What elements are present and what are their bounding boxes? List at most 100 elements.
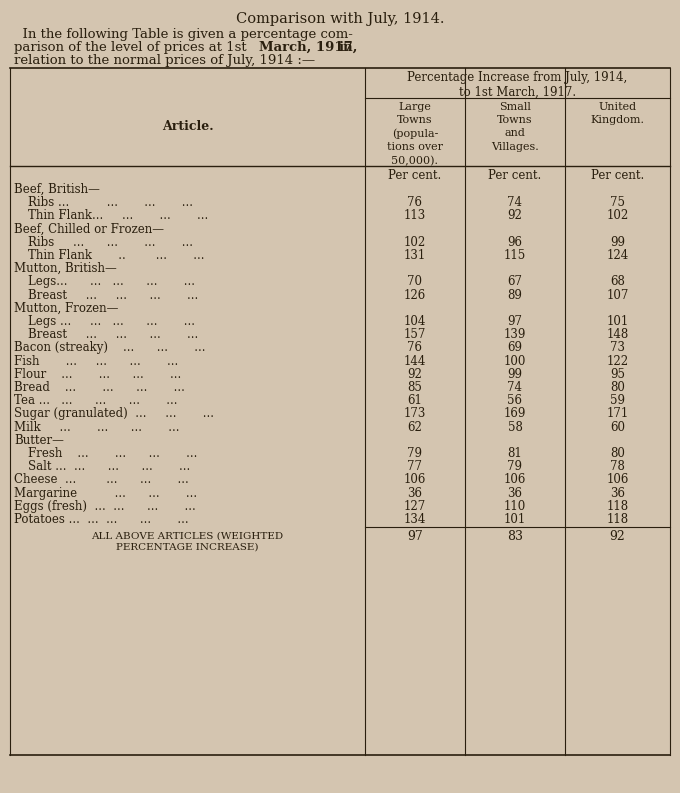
Text: 61: 61 [407,394,422,407]
Text: Mutton, Frozen—: Mutton, Frozen— [14,302,118,315]
Text: 95: 95 [610,368,625,381]
Text: Tea ...   ...      ...      ...       ...: Tea ... ... ... ... ... [14,394,177,407]
Text: 56: 56 [507,394,522,407]
Text: Thin Flank...     ...       ...       ...: Thin Flank... ... ... ... [28,209,208,222]
Text: 148: 148 [607,328,628,341]
Text: 157: 157 [404,328,426,341]
Text: 81: 81 [508,447,522,460]
Text: 74: 74 [507,196,522,209]
Text: Breast     ...     ...      ...       ...: Breast ... ... ... ... [28,289,199,301]
Text: Fresh    ...       ...      ...       ...: Fresh ... ... ... ... [28,447,197,460]
Text: 58: 58 [507,420,522,434]
Text: 131: 131 [404,249,426,262]
Text: 75: 75 [610,196,625,209]
Text: 60: 60 [610,420,625,434]
Text: 102: 102 [607,209,628,222]
Text: Large
Towns
(popula-
tions over
50,000).: Large Towns (popula- tions over 50,000). [387,102,443,166]
Text: relation to the normal prices of July, 1914 :—: relation to the normal prices of July, 1… [14,54,315,67]
Text: 110: 110 [504,500,526,513]
Text: 122: 122 [607,354,628,368]
Text: ALL ABOVE ARTICLES (WEIGHTED
PERCENTAGE INCREASE): ALL ABOVE ARTICLES (WEIGHTED PERCENTAGE … [91,531,284,552]
Text: Eggs (fresh)  ...  ...      ...       ...: Eggs (fresh) ... ... ... ... [14,500,196,513]
Text: 106: 106 [504,473,526,486]
Text: 80: 80 [610,447,625,460]
Text: Per cent.: Per cent. [591,169,644,182]
Text: 92: 92 [407,368,422,381]
Text: 169: 169 [504,408,526,420]
Text: Breast     ...     ...      ...       ...: Breast ... ... ... ... [28,328,199,341]
Text: 59: 59 [610,394,625,407]
Text: 83: 83 [507,530,523,542]
Text: Flour    ...       ...      ...       ...: Flour ... ... ... ... [14,368,182,381]
Text: 76: 76 [407,342,422,354]
Text: 96: 96 [507,236,522,249]
Text: 113: 113 [404,209,426,222]
Text: Fish       ...     ...      ...       ...: Fish ... ... ... ... [14,354,178,368]
Text: Milk     ...       ...      ...       ...: Milk ... ... ... ... [14,420,180,434]
Text: Cheese  ...        ...      ...       ...: Cheese ... ... ... ... [14,473,189,486]
Text: 171: 171 [607,408,628,420]
Text: 99: 99 [507,368,522,381]
Text: Beef, British—: Beef, British— [14,183,100,196]
Text: Comparison with July, 1914.: Comparison with July, 1914. [236,12,444,26]
Text: in: in [339,41,354,54]
Text: 101: 101 [607,315,628,328]
Text: 62: 62 [407,420,422,434]
Text: 36: 36 [610,487,625,500]
Text: Sugar (granulated)  ...     ...       ...: Sugar (granulated) ... ... ... [14,408,214,420]
Text: 118: 118 [607,500,628,513]
Text: 68: 68 [610,275,625,289]
Text: 102: 102 [404,236,426,249]
Text: 139: 139 [504,328,526,341]
Text: 124: 124 [607,249,628,262]
Text: 76: 76 [407,196,422,209]
Text: 118: 118 [607,513,628,526]
Text: 126: 126 [404,289,426,301]
Text: 104: 104 [404,315,426,328]
Text: Thin Flank       ..        ...       ...: Thin Flank .. ... ... [28,249,205,262]
Text: Ribs     ...      ...       ...       ...: Ribs ... ... ... ... [28,236,193,249]
Text: Percentage Increase from July, 1914,
to 1st March, 1917.: Percentage Increase from July, 1914, to … [407,71,628,99]
Text: Per cent.: Per cent. [388,169,441,182]
Text: 97: 97 [407,530,423,542]
Text: 106: 106 [607,473,629,486]
Text: Per cent.: Per cent. [488,169,542,182]
Text: Bacon (streaky)    ...      ...       ...: Bacon (streaky) ... ... ... [14,342,205,354]
Text: 70: 70 [407,275,422,289]
Text: March, 1917,: March, 1917, [259,41,362,54]
Text: 79: 79 [407,447,422,460]
Text: 89: 89 [507,289,522,301]
Text: 100: 100 [504,354,526,368]
Text: 69: 69 [507,342,522,354]
Text: 99: 99 [610,236,625,249]
Text: Ribs ...          ...       ...       ...: Ribs ... ... ... ... [28,196,193,209]
Text: In the following Table is given a percentage com-: In the following Table is given a percen… [14,28,353,41]
Text: Potatoes ...  ...  ...      ...       ...: Potatoes ... ... ... ... ... [14,513,188,526]
Text: Margarine          ...      ...       ...: Margarine ... ... ... [14,487,197,500]
Text: 80: 80 [610,381,625,394]
Text: 36: 36 [507,487,522,500]
Text: 144: 144 [404,354,426,368]
Text: 92: 92 [610,530,626,542]
Text: United
Kingdom.: United Kingdom. [590,102,645,125]
Text: 173: 173 [404,408,426,420]
Text: 78: 78 [610,460,625,473]
Text: 77: 77 [407,460,422,473]
Text: 107: 107 [607,289,629,301]
Text: parison of the level of prices at 1st: parison of the level of prices at 1st [14,41,251,54]
Text: Small
Towns
and
Villages.: Small Towns and Villages. [491,102,539,151]
Text: Salt ...  ...      ...      ...       ...: Salt ... ... ... ... ... [28,460,190,473]
Text: 79: 79 [507,460,522,473]
Text: Legs ...     ...   ...      ...       ...: Legs ... ... ... ... ... [28,315,195,328]
Text: 101: 101 [504,513,526,526]
Text: 92: 92 [507,209,522,222]
Text: 127: 127 [404,500,426,513]
Text: 85: 85 [407,381,422,394]
Text: 67: 67 [507,275,522,289]
Text: 36: 36 [407,487,422,500]
Text: Bread    ...       ...      ...       ...: Bread ... ... ... ... [14,381,185,394]
Text: Mutton, British—: Mutton, British— [14,262,117,275]
Text: Beef, Chilled or Frozen—: Beef, Chilled or Frozen— [14,223,164,236]
Text: 134: 134 [404,513,426,526]
Text: 73: 73 [610,342,625,354]
